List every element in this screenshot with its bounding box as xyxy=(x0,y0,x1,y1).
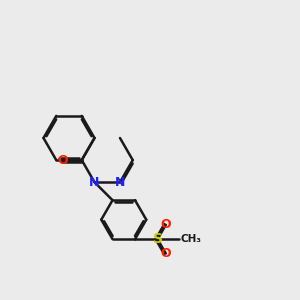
Text: S: S xyxy=(152,232,163,246)
Text: O: O xyxy=(57,154,68,166)
Text: O: O xyxy=(160,218,171,231)
Text: CH₃: CH₃ xyxy=(181,234,202,244)
Text: N: N xyxy=(89,176,100,189)
Text: O: O xyxy=(160,247,171,260)
Text: N: N xyxy=(115,176,125,189)
